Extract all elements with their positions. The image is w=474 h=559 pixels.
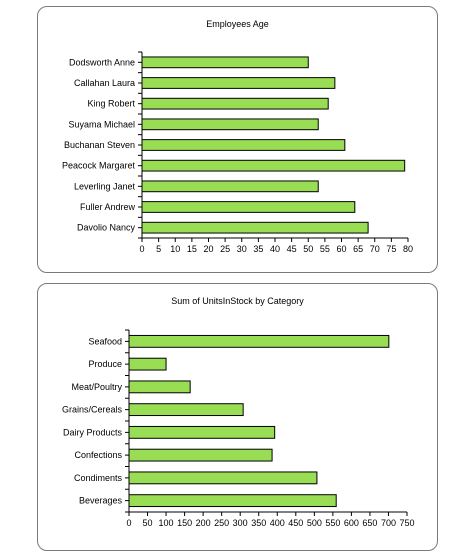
x-tick-label: 75 — [386, 244, 396, 254]
category-label: Buchanan Steven — [64, 140, 135, 150]
category-label: Beverages — [79, 496, 123, 506]
bar — [128, 425, 276, 439]
x-tick-label: 60 — [336, 244, 346, 254]
x-tick-label: 150 — [177, 518, 192, 528]
bar — [141, 201, 356, 213]
x-tick-label: 50 — [143, 518, 153, 528]
employees-age-chart-panel: Employees Age Dodsworth Anne Callahan Lau… — [37, 6, 438, 273]
category-label: Callahan Laura — [74, 78, 135, 88]
x-tick-label: 80 — [403, 244, 413, 254]
x-tick-label: 300 — [233, 518, 248, 528]
chart-title: Sum of UnitsInStock by Category — [171, 296, 304, 306]
x-tick-label: 0 — [139, 244, 144, 254]
category-label: Dodsworth Anne — [69, 57, 135, 67]
category-label: Davolio Nancy — [77, 223, 136, 233]
bar — [141, 180, 319, 193]
employees-age-chart: Dodsworth Anne Callahan Laura King Robert S… — [62, 51, 413, 254]
x-tick-label: 450 — [288, 518, 303, 528]
bar — [141, 221, 369, 234]
units-in-stock-chart: Seafood Produce Meat/Poultry Grains/Cereals… — [62, 329, 415, 528]
bar — [141, 118, 319, 131]
x-tick-label: 45 — [287, 244, 297, 254]
category-label: Produce — [88, 359, 122, 369]
category-label: Leverling Janet — [74, 181, 136, 191]
bar — [141, 56, 309, 69]
chart-title: Employees Age — [206, 19, 269, 29]
x-tick-label: 700 — [381, 518, 396, 528]
x-tick-label: 350 — [251, 518, 266, 528]
bar — [128, 334, 390, 348]
x-tick-label: 65 — [353, 244, 363, 254]
x-tick-label: 55 — [320, 244, 330, 254]
x-tick-label: 25 — [220, 244, 230, 254]
x-tick-label: 650 — [362, 518, 377, 528]
category-label: Confections — [74, 450, 122, 460]
x-tick-label: 500 — [307, 518, 322, 528]
category-label: Peacock Margaret — [62, 161, 136, 171]
bar — [128, 494, 337, 508]
x-tick-label: 400 — [270, 518, 285, 528]
bar — [141, 159, 406, 172]
category-label: Condiments — [74, 473, 123, 483]
x-tick-label: 250 — [214, 518, 229, 528]
units-in-stock-chart-panel: Sum of UnitsInStock by Category Seafood P… — [37, 283, 438, 551]
x-tick-label: 70 — [370, 244, 380, 254]
category-label: Meat/Poultry — [71, 382, 122, 392]
x-tick-label: 750 — [399, 518, 414, 528]
bar — [128, 448, 273, 462]
x-tick-label: 30 — [237, 244, 247, 254]
category-label: Grains/Cereals — [62, 405, 123, 415]
category-label: Seafood — [88, 336, 122, 346]
x-tick-label: 0 — [126, 518, 131, 528]
bar — [128, 357, 167, 371]
bar — [141, 139, 346, 151]
bar — [141, 77, 336, 89]
bar — [128, 380, 191, 394]
x-tick-label: 100 — [159, 518, 174, 528]
category-label: Dairy Products — [63, 427, 123, 437]
x-tick-label: 35 — [253, 244, 263, 254]
x-tick-label: 5 — [156, 244, 161, 254]
x-tick-label: 550 — [325, 518, 340, 528]
category-label: Suyama Michael — [68, 119, 135, 129]
x-tick-label: 50 — [303, 244, 313, 254]
x-tick-label: 40 — [270, 244, 280, 254]
x-tick-label: 600 — [344, 518, 359, 528]
x-tick-label: 200 — [196, 518, 211, 528]
bar — [128, 403, 244, 417]
x-tick-label: 10 — [170, 244, 180, 254]
category-label: King Robert — [87, 99, 135, 109]
category-label: Fuller Andrew — [80, 202, 136, 212]
x-tick-label: 15 — [187, 244, 197, 254]
bar — [128, 471, 318, 485]
bar — [141, 97, 329, 110]
x-tick-label: 20 — [203, 244, 213, 254]
